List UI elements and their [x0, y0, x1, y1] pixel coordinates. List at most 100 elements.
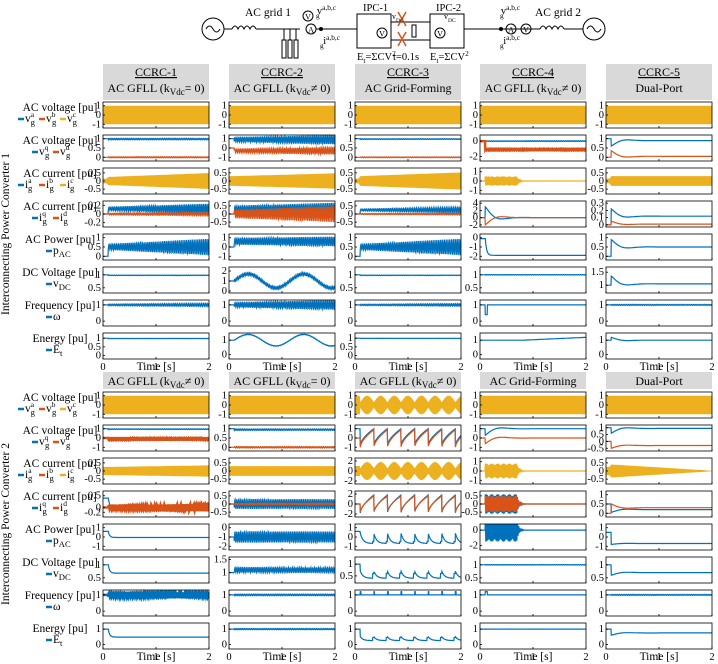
axes-frame	[605, 266, 713, 294]
y-tick-label: 1	[96, 270, 101, 281]
y-tick-label: 0	[96, 400, 101, 411]
series-yellow	[606, 395, 712, 415]
y-tick-label: -1	[344, 119, 353, 130]
subplot: 10.50	[591, 134, 713, 163]
subplot: 10	[599, 589, 713, 617]
y-tick-label: 1	[599, 134, 604, 145]
subplot: 10	[222, 589, 336, 617]
x-axis-label: Time [s]	[389, 361, 428, 373]
x-tick-label: 2	[458, 362, 463, 373]
y-tick-label: 0	[96, 606, 101, 617]
subplot: 10-1	[218, 134, 336, 163]
series-blue	[355, 137, 461, 141]
y-tick-label: 0	[348, 351, 353, 362]
subplot: 10.5	[465, 266, 587, 294]
y-tick-label: 1	[222, 300, 227, 311]
control-mode-title: AC GFLL (kVdc≠ 0)	[234, 81, 331, 97]
y-tick-label: 0.5	[214, 201, 227, 212]
x-axis-label: Time [s]	[389, 651, 428, 663]
y-tick-label: 0.2	[88, 200, 101, 211]
ig-label-1: ia,b,c g	[320, 33, 341, 50]
subplot: 0.50-0.5	[84, 457, 210, 485]
y-tick-label: 0	[599, 350, 604, 361]
y-tick-label: 0	[222, 523, 227, 534]
subplot: 0.20-0.2	[84, 200, 210, 229]
y-tick-label: 1	[473, 270, 478, 281]
y-tick-label: 1	[473, 457, 478, 468]
subplot: 0.50-0.5	[210, 167, 336, 195]
row-label-title: AC current [pu]	[23, 458, 96, 470]
legend-entry: iq g	[39, 209, 47, 226]
y-tick-label: 1	[222, 424, 227, 435]
y-tick-label: 0	[96, 110, 101, 121]
axes-frame	[354, 622, 462, 650]
y-tick-label: 1	[599, 101, 604, 112]
series-blue	[606, 138, 712, 147]
y-tick-label: 0.5	[465, 573, 478, 584]
y-tick-label: 0.5	[591, 143, 604, 154]
y-tick-label: 0	[473, 110, 478, 121]
axes-frame	[605, 332, 713, 360]
grid2-label: AC grid 2	[535, 7, 581, 19]
series-blue	[229, 593, 335, 597]
y-tick-label: -1	[344, 541, 353, 552]
x-axis-label: Time [s]	[137, 651, 176, 663]
x-tick-label: 2	[206, 362, 211, 373]
y-tick-label: 1	[222, 101, 227, 112]
axes-frame	[479, 200, 587, 228]
x-tick-label: 0	[352, 652, 357, 663]
legend-entry: id g	[60, 209, 68, 226]
axes-frame	[605, 523, 713, 551]
y-tick-label: 0	[348, 316, 353, 327]
y-tick-label: 2	[222, 266, 227, 277]
control-mode-title: AC Grid-Forming	[365, 81, 452, 95]
y-tick-label: 1	[348, 559, 353, 570]
legend-entry: vDC	[53, 568, 71, 582]
series-blue	[103, 137, 209, 142]
y-tick-label: 0	[222, 110, 227, 121]
y-tick-label: 0.5	[88, 283, 101, 294]
legend-entry: ic g	[67, 176, 75, 193]
series-blue	[229, 627, 335, 631]
subplot: 1.51	[591, 266, 713, 294]
y-tick-label: -1	[218, 409, 227, 420]
y-tick-label: 1	[96, 624, 101, 635]
column-header-bg	[480, 372, 586, 389]
series-blue	[480, 591, 586, 596]
legend-entry: id g	[60, 499, 68, 516]
x-tick-label: 1	[405, 652, 410, 663]
y-tick-label: 0	[348, 251, 353, 262]
circuit-schematic	[201, 10, 606, 59]
series-blue	[606, 503, 712, 514]
subplot: 10-1	[595, 101, 713, 130]
series-blue	[355, 274, 461, 277]
y-tick-label: 1	[473, 101, 478, 112]
legend-entry: vb g	[46, 110, 57, 127]
subplot: 10	[473, 589, 587, 617]
y-tick-label: 0	[348, 532, 353, 543]
y-tick-label: 0.5	[591, 499, 604, 510]
y-tick-label: -1	[469, 409, 478, 420]
axes-frame	[354, 523, 462, 551]
series-yellow	[480, 105, 586, 125]
axes-frame	[354, 490, 462, 518]
axes-frame	[479, 622, 587, 650]
axes-frame	[479, 556, 587, 584]
x-tick-label: 0	[226, 362, 231, 373]
y-tick-label: 0.5	[591, 430, 604, 441]
axes-frame	[228, 622, 336, 650]
y-tick-label: 1	[473, 590, 478, 601]
column-header-bg	[103, 372, 209, 389]
x-tick-label: 0	[100, 652, 105, 663]
legend-entry: ia g	[25, 466, 33, 483]
y-tick-label: -2	[344, 509, 353, 520]
subplot: 10	[96, 589, 210, 617]
x-tick-label: 2	[458, 652, 463, 663]
y-tick-label: 0	[599, 606, 604, 617]
y-tick-label: 1	[222, 276, 227, 287]
y-tick-label: 1	[348, 101, 353, 112]
y-tick-label: 0	[473, 233, 478, 244]
y-tick-label: 0.5	[591, 573, 604, 584]
series-blue	[606, 336, 712, 342]
subplot: 10	[473, 332, 587, 361]
